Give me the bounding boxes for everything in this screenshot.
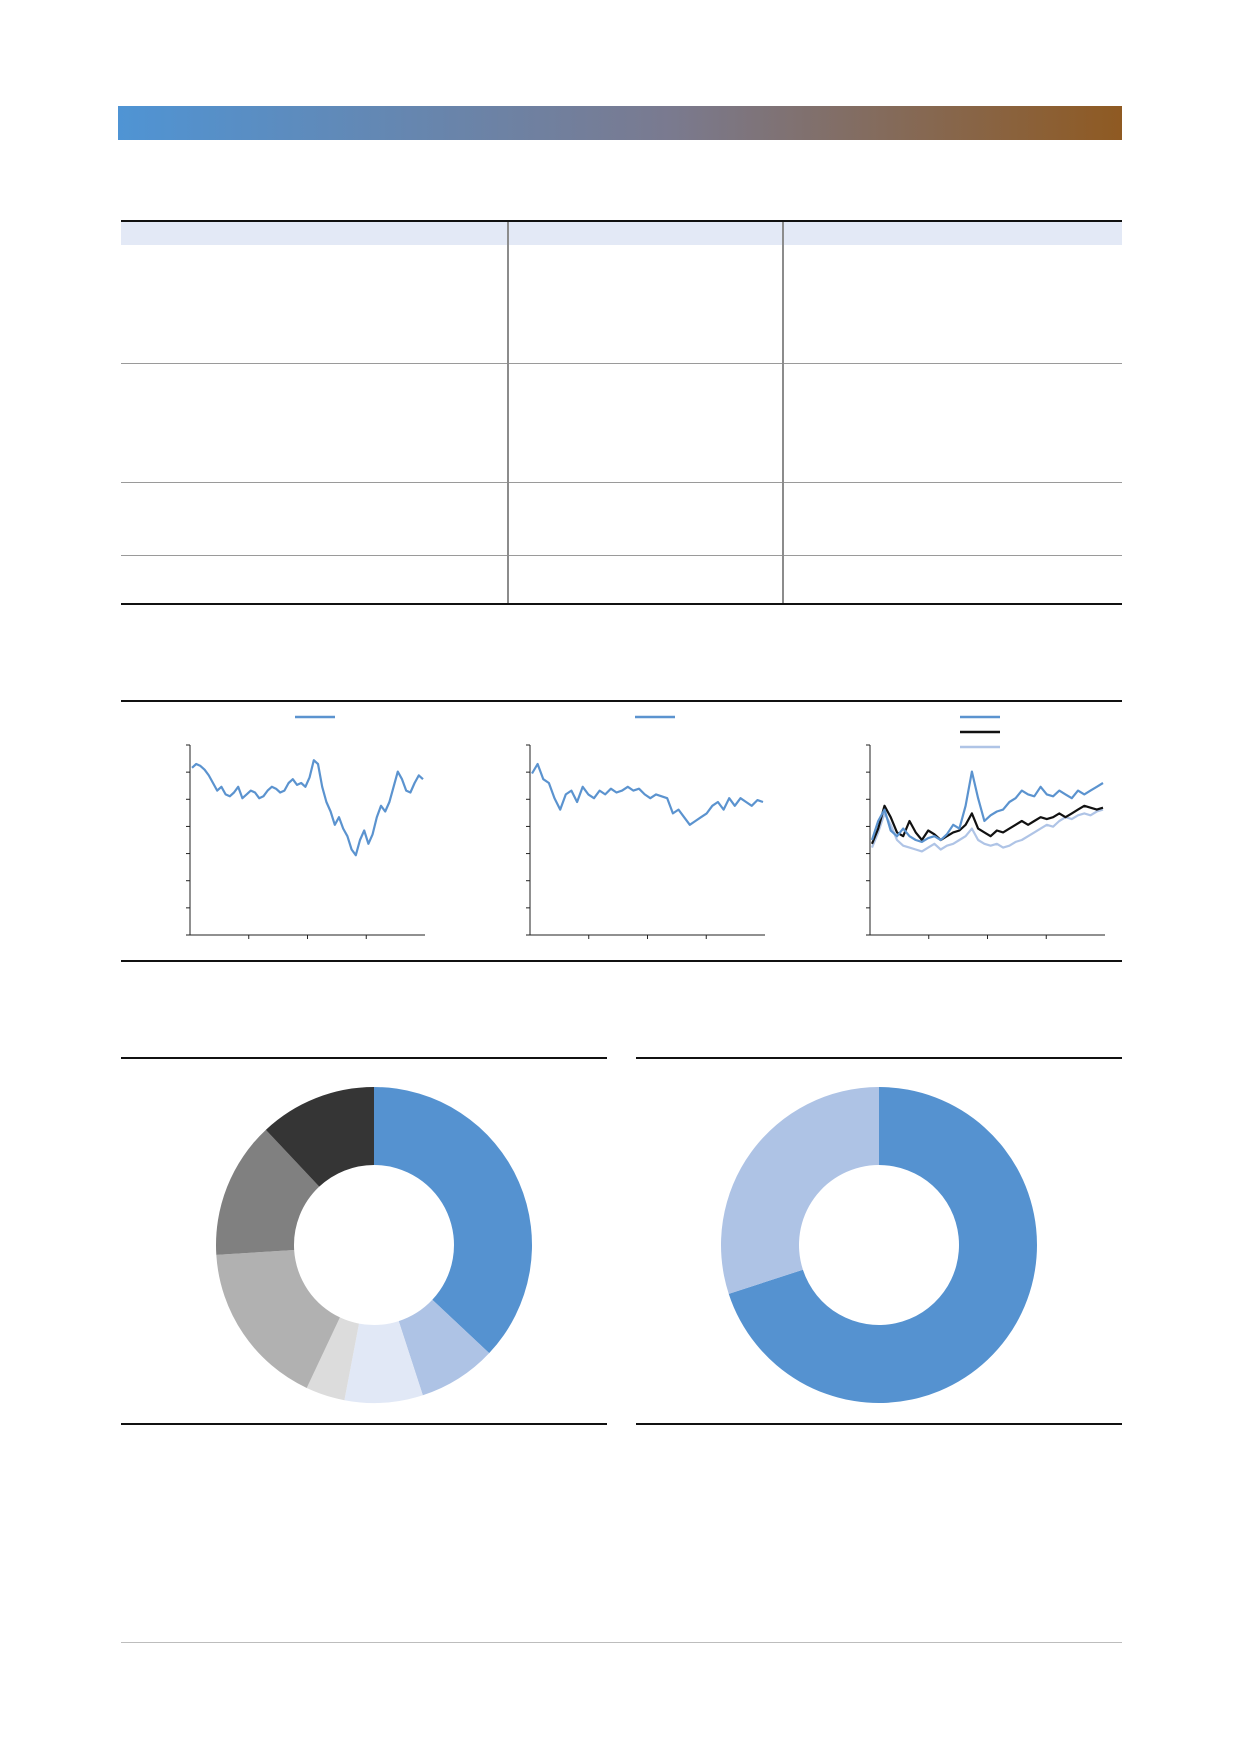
- series-line: [191, 759, 424, 857]
- donut-right-top-rule: [636, 1057, 1122, 1059]
- footer-rule: [121, 1642, 1122, 1643]
- charts-top-rule: [121, 700, 1122, 702]
- table-row-divider: [121, 363, 1122, 364]
- pie-slice: [728, 1087, 1037, 1403]
- pie-slice: [306, 1317, 360, 1401]
- line-chart-1: [186, 715, 425, 939]
- donut-left-bottom-rule: [121, 1423, 607, 1425]
- pie-slice: [265, 1087, 374, 1187]
- series-line: [531, 762, 764, 826]
- line-chart-3: [866, 715, 1105, 939]
- pie-slice: [398, 1299, 490, 1396]
- pie-slice: [344, 1321, 423, 1403]
- line-chart-2: [526, 715, 765, 939]
- donut-left-top-rule: [121, 1057, 607, 1059]
- pie-slice: [374, 1087, 532, 1354]
- pie-slice: [216, 1129, 320, 1255]
- pie-slice: [216, 1250, 340, 1388]
- charts-bottom-rule: [121, 960, 1122, 962]
- table-top-rule: [121, 220, 1122, 222]
- table-column-divider: [507, 222, 509, 603]
- pie-slice: [721, 1087, 879, 1294]
- donut-chart-2: [721, 1087, 1037, 1403]
- series-line: [870, 770, 1104, 843]
- table-bottom-rule: [121, 603, 1122, 605]
- table-row-divider: [121, 482, 1122, 483]
- table-header-row: [121, 222, 1122, 245]
- series-line: [870, 804, 1104, 845]
- header-gradient-band: [118, 106, 1122, 140]
- donut-chart-1: [216, 1087, 532, 1403]
- table-row-divider: [121, 555, 1122, 556]
- donut-right-bottom-rule: [636, 1423, 1122, 1425]
- table-column-divider: [782, 222, 784, 603]
